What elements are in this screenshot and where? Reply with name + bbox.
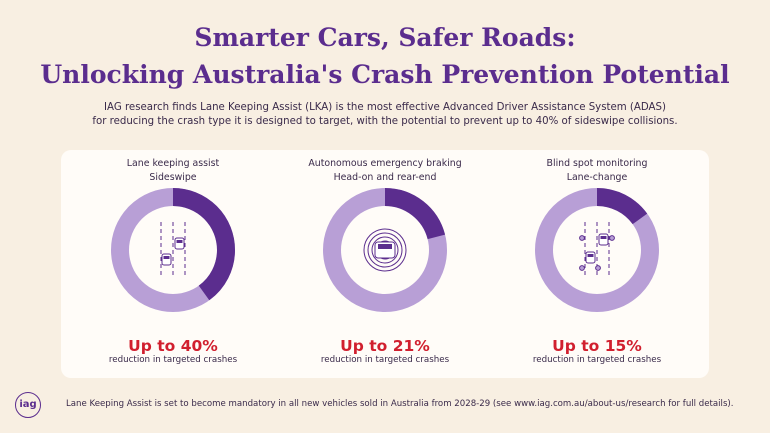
- percentage-caption: reduction in targeted crashes: [108, 355, 238, 365]
- intro-line-2: for reducing the crash type it is design…: [92, 116, 678, 127]
- crash-type-label: Lane-change: [566, 172, 628, 183]
- card-emergency-braking: Autonomous emergency braking Head-on and…: [285, 150, 485, 378]
- title-line-1: Smarter Cars, Safer Roads:: [194, 23, 576, 52]
- system-label: Autonomous emergency braking: [308, 158, 462, 169]
- title-line-2: Unlocking Australia's Crash Prevention P…: [40, 60, 730, 89]
- footer-note: Lane Keeping Assist is set to become man…: [66, 399, 734, 409]
- intro-text: IAG research finds Lane Keeping Assist (…: [70, 101, 700, 129]
- percentage-value: Up to 15%: [552, 337, 642, 355]
- intro-line-1: IAG research finds Lane Keeping Assist (…: [104, 102, 666, 113]
- card-lane-keeping: Lane keeping assist Sideswipe Up to 40% …: [73, 150, 273, 378]
- blind-spot-sensors-icon: [579, 222, 615, 276]
- crash-type-label: Head-on and rear-end: [333, 172, 437, 183]
- donut-value-arc: [535, 188, 659, 312]
- percentage-value: Up to 21%: [340, 337, 430, 355]
- card-blind-spot: Blind spot monitoring Lane-change Up to …: [497, 150, 697, 378]
- iag-logo: iag: [15, 392, 41, 418]
- system-label: Lane keeping assist: [126, 158, 220, 169]
- car-sensor-waves-icon: [363, 228, 407, 272]
- percentage-value: Up to 40%: [128, 337, 218, 355]
- lane-change-cars-icon: [160, 222, 186, 276]
- crash-type-label: Sideswipe: [149, 172, 197, 183]
- percentage-caption: reduction in targeted crashes: [320, 355, 450, 365]
- donut-chart-emergency-braking: [323, 188, 447, 312]
- donut-chart-lane-keeping: [111, 188, 235, 312]
- system-label: Blind spot monitoring: [546, 158, 648, 169]
- donut-chart-blind-spot: [535, 188, 659, 312]
- percentage-caption: reduction in targeted crashes: [532, 355, 662, 365]
- donut-value-arc: [111, 188, 235, 312]
- charts-panel: Lane keeping assist Sideswipe Up to 40% …: [61, 150, 709, 378]
- donut-value-arc: [323, 188, 447, 312]
